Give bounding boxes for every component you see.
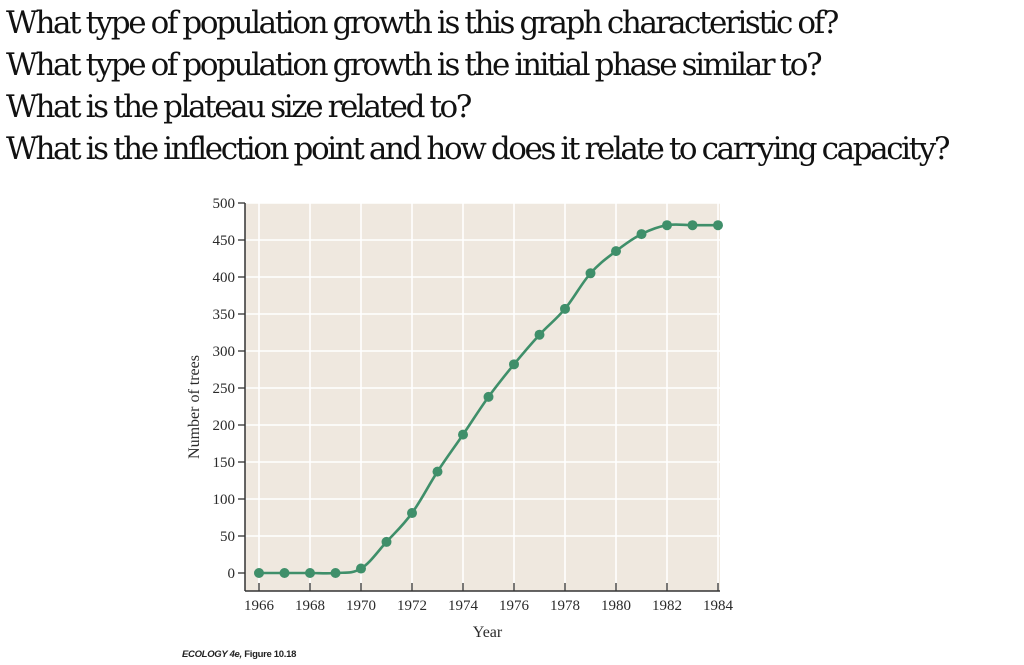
y-tick-label: 150 bbox=[213, 455, 236, 471]
x-tick-label: 1976 bbox=[499, 598, 530, 614]
y-axis-ticks: 0 50 100 150 200 250 300 350 400 450 500 bbox=[213, 196, 245, 582]
y-tick-label: 500 bbox=[213, 196, 236, 212]
data-point-1972 bbox=[407, 508, 417, 519]
y-tick-label: 400 bbox=[213, 270, 236, 286]
question-1: What type of population growth is this g… bbox=[6, 5, 839, 41]
data-point-1966 bbox=[254, 568, 264, 578]
data-point-1977 bbox=[534, 329, 545, 340]
y-tick-label: 450 bbox=[213, 233, 236, 249]
data-point-1978 bbox=[560, 303, 570, 314]
data-point-1983 bbox=[687, 220, 698, 231]
gridlines bbox=[245, 202, 720, 591]
data-markers bbox=[254, 220, 723, 578]
data-point-1984 bbox=[713, 220, 723, 231]
x-tick-label: 1968 bbox=[295, 598, 325, 614]
question-4: What is the inflection point and how doe… bbox=[6, 131, 950, 167]
axes bbox=[244, 203, 720, 592]
data-point-1969 bbox=[330, 568, 341, 578]
x-tick-label: 1966 bbox=[244, 598, 275, 614]
y-tick-label: 0 bbox=[228, 566, 236, 582]
y-tick-label: 50 bbox=[220, 529, 235, 545]
data-point-1975 bbox=[483, 391, 494, 402]
plot-background bbox=[245, 203, 720, 591]
question-list: What type of population growth is this g… bbox=[6, 2, 950, 170]
y-tick-label: 350 bbox=[213, 307, 236, 323]
y-tick-label: 300 bbox=[213, 344, 236, 360]
data-point-1982 bbox=[662, 220, 672, 231]
x-tick-label: 1978 bbox=[550, 598, 580, 614]
data-point-1981 bbox=[636, 229, 647, 240]
x-tick-label: 1970 bbox=[346, 598, 376, 614]
x-tick-label: 1980 bbox=[601, 598, 631, 614]
x-axis-label: Year bbox=[473, 624, 503, 641]
data-point-1968 bbox=[305, 568, 315, 578]
data-point-1980 bbox=[611, 246, 621, 257]
x-tick-label: 1974 bbox=[448, 598, 479, 614]
data-point-1967 bbox=[279, 568, 290, 578]
figure-caption: ECOLOGY 4e, Figure 10.18 bbox=[182, 649, 296, 660]
data-point-1979 bbox=[585, 268, 596, 279]
question-3: What is the plateau size related to? bbox=[6, 89, 472, 125]
y-tick-label: 250 bbox=[213, 381, 236, 397]
x-tick-label: 1984 bbox=[703, 598, 734, 614]
question-2: What type of population growth is the in… bbox=[6, 47, 823, 83]
caption-book: ECOLOGY 4e, bbox=[182, 649, 242, 660]
y-tick-label: 200 bbox=[213, 418, 236, 434]
data-point-1973 bbox=[432, 466, 443, 477]
x-tick-label: 1982 bbox=[652, 598, 682, 614]
data-point-1971 bbox=[381, 536, 392, 547]
y-axis-label: Number of trees bbox=[186, 355, 203, 459]
y-tick-label: 100 bbox=[213, 492, 236, 508]
x-axis-ticks: 1966 1968 1970 1972 1974 1976 1978 1980 1982 1984 bbox=[244, 583, 734, 614]
data-point-1974 bbox=[458, 429, 468, 440]
data-point-1976 bbox=[509, 359, 519, 370]
x-tick-label: 1972 bbox=[397, 598, 427, 614]
data-point-1970 bbox=[356, 563, 366, 574]
caption-figure: Figure 10.18 bbox=[244, 649, 297, 660]
